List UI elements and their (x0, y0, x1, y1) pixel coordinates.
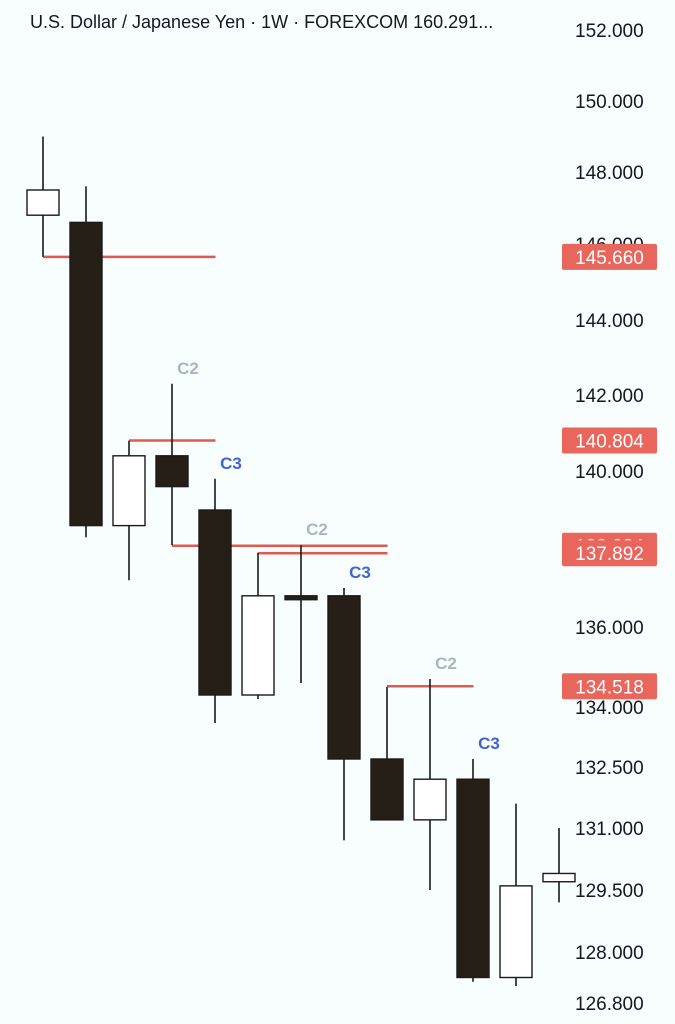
y-tick-label: 140.000 (575, 462, 644, 483)
y-tick-label: 150.000 (575, 92, 644, 113)
annotation-c2: C2 (435, 654, 457, 673)
candle-body-bearish (456, 778, 490, 979)
candle-body-bullish (542, 872, 576, 883)
candle[interactable] (198, 478, 232, 723)
annotation-c3: C3 (220, 454, 242, 473)
y-tick-label: 152.000 (575, 21, 644, 42)
y-tick-label: 126.800 (575, 994, 644, 1015)
price-badge: 145.660 (562, 243, 657, 270)
candles-layer (26, 136, 576, 986)
price-badge-label: 134.518 (575, 677, 644, 698)
y-tick-label: 136.000 (575, 618, 644, 639)
annotations-layer: C2 C3 C2 C3 C2 C3 (177, 359, 500, 753)
candle-body-bearish (155, 455, 189, 488)
candle[interactable] (241, 552, 275, 699)
price-axis[interactable]: 152.000150.000148.000146.000144.000142.0… (562, 21, 657, 1015)
candle[interactable] (26, 136, 60, 257)
price-badge-label: 145.660 (575, 248, 644, 269)
price-badge-bg (562, 673, 657, 700)
candle[interactable] (499, 803, 533, 986)
price-badge-bg (562, 427, 657, 454)
annotation-c3: C3 (478, 734, 500, 753)
candle[interactable] (69, 186, 103, 538)
candle-body-bearish (284, 595, 318, 601)
candle[interactable] (155, 383, 189, 546)
candle-body-bullish (26, 189, 60, 216)
candle[interactable] (370, 687, 404, 821)
price-badge: 137.892 (562, 540, 657, 567)
y-tick-label: 132.500 (575, 758, 644, 779)
price-badge-bg (562, 243, 657, 270)
candle[interactable] (327, 588, 361, 841)
candle[interactable] (112, 440, 146, 581)
candle-body-bullish (499, 885, 533, 979)
candle[interactable] (542, 828, 576, 903)
y-tick-label: 148.000 (575, 163, 644, 184)
y-tick-label: 142.000 (575, 386, 644, 407)
price-badge: 140.804 (562, 427, 657, 454)
y-tick-label: 134.000 (575, 698, 644, 719)
annotation-c2: C2 (306, 520, 328, 539)
annotation-c3: C3 (349, 563, 371, 582)
candle[interactable] (413, 679, 447, 890)
annotation-c2: C2 (177, 359, 199, 378)
chart-title: U.S. Dollar / Japanese Yen · 1W · FOREXC… (30, 12, 494, 32)
candle-body-bullish (112, 455, 146, 527)
price-badge: 134.518 (562, 673, 657, 700)
y-tick-label: 144.000 (575, 311, 644, 332)
candle[interactable] (284, 545, 318, 683)
candle-body-bearish (198, 509, 232, 696)
price-badge-label: 140.804 (575, 431, 644, 452)
y-tick-label: 131.000 (575, 819, 644, 840)
y-tick-label: 128.000 (575, 943, 644, 964)
candle-body-bullish (413, 778, 447, 821)
candle-body-bearish (370, 758, 404, 821)
candle-body-bearish (69, 221, 103, 527)
price-badge-label: 137.892 (575, 544, 644, 565)
candle-body-bullish (241, 595, 275, 696)
price-badge-bg (562, 540, 657, 567)
y-tick-label: 129.500 (575, 881, 644, 902)
candle-body-bearish (327, 595, 361, 760)
candle[interactable] (456, 759, 490, 982)
